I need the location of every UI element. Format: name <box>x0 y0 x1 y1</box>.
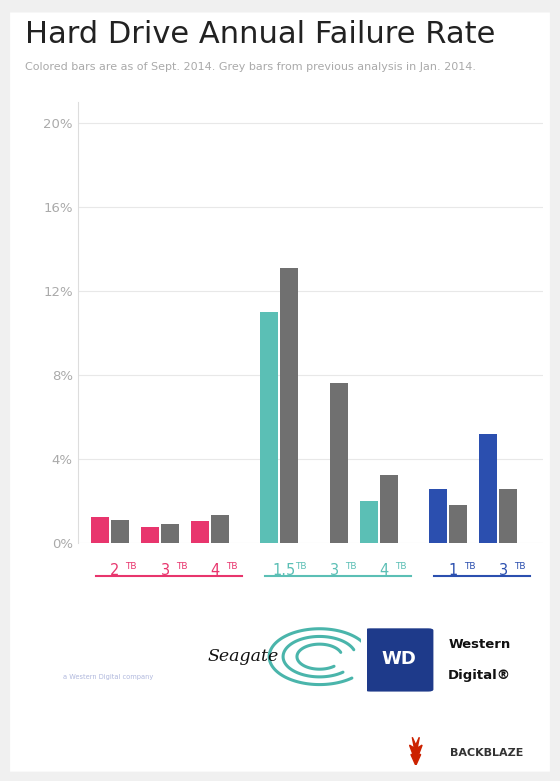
Text: a Western Digital company: a Western Digital company <box>63 673 153 679</box>
Bar <box>141 527 159 543</box>
Text: Western: Western <box>449 638 511 651</box>
Polygon shape <box>409 737 422 765</box>
Text: Seagate: Seagate <box>208 648 279 665</box>
Text: WD: WD <box>382 650 417 668</box>
Text: TB: TB <box>226 562 237 572</box>
Text: TB: TB <box>514 562 525 572</box>
Bar <box>91 516 109 543</box>
Text: BACKBLAZE: BACKBLAZE <box>450 747 524 758</box>
Bar <box>330 383 348 543</box>
Text: TB: TB <box>464 562 475 572</box>
Text: 2: 2 <box>110 563 120 578</box>
Text: 1.5: 1.5 <box>272 563 296 578</box>
Text: 3: 3 <box>498 563 508 578</box>
Text: TB: TB <box>345 562 356 572</box>
FancyBboxPatch shape <box>365 628 433 692</box>
Bar <box>211 515 229 543</box>
Text: Hard Drive Annual Failure Rate: Hard Drive Annual Failure Rate <box>25 20 496 48</box>
Text: Colored bars are as of Sept. 2014. Grey bars from previous analysis in Jan. 2014: Colored bars are as of Sept. 2014. Grey … <box>25 62 476 73</box>
Text: TB: TB <box>176 562 187 572</box>
Bar <box>429 489 447 543</box>
Text: 1: 1 <box>449 563 458 578</box>
Text: TB: TB <box>295 562 306 572</box>
Text: 3: 3 <box>329 563 339 578</box>
Text: HGST: HGST <box>72 638 144 662</box>
Text: 4: 4 <box>211 563 220 578</box>
Text: TB: TB <box>125 562 137 572</box>
Bar <box>111 519 129 543</box>
Bar <box>479 433 497 543</box>
Bar <box>380 475 398 543</box>
Text: Digital®: Digital® <box>448 669 511 682</box>
Bar <box>161 524 179 543</box>
Bar <box>280 268 298 543</box>
Bar <box>499 489 517 543</box>
Text: 3: 3 <box>160 563 170 578</box>
Bar <box>360 501 378 543</box>
Bar <box>260 312 278 543</box>
Bar <box>191 521 209 543</box>
Bar <box>449 505 467 543</box>
Text: 4: 4 <box>380 563 389 578</box>
Text: TB: TB <box>395 562 406 572</box>
